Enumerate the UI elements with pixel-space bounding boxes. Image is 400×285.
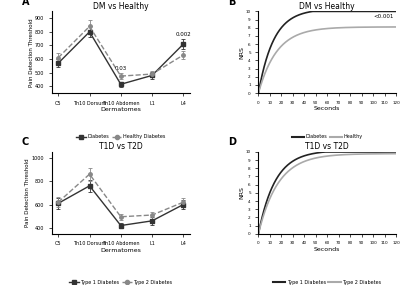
Type 1 Diabetes xyxy=(331,150,336,154)
Title: DM vs Healthy: DM vs Healthy xyxy=(299,2,355,11)
Type 1 Diabetes xyxy=(322,150,327,154)
Text: B: B xyxy=(228,0,236,7)
Type 2 Diabetes xyxy=(390,152,395,155)
Diabetes xyxy=(322,10,326,13)
Healthy xyxy=(330,27,335,30)
Text: <0.001: <0.001 xyxy=(373,14,394,19)
Diabetes xyxy=(390,10,395,13)
Line: Type 2 Diabetes: Type 2 Diabetes xyxy=(258,154,396,234)
Type 1 Diabetes xyxy=(322,150,327,154)
Legend: Diabetes, Healthy Diabetes: Diabetes, Healthy Diabetes xyxy=(74,133,167,141)
Healthy xyxy=(390,25,395,29)
Diabetes xyxy=(394,10,398,13)
Type 1 Diabetes xyxy=(390,150,395,154)
Legend: Diabetes, Healthy: Diabetes, Healthy xyxy=(290,133,364,141)
Healthy xyxy=(394,25,398,29)
Type 2 Diabetes xyxy=(322,155,327,158)
Diabetes xyxy=(331,10,336,13)
Diabetes xyxy=(256,91,261,95)
Type 2 Diabetes xyxy=(256,232,261,235)
Text: A: A xyxy=(22,0,29,7)
Type 1 Diabetes xyxy=(338,150,343,154)
Healthy xyxy=(338,26,343,29)
Type 1 Diabetes xyxy=(321,150,326,154)
Title: T1D vs T2D: T1D vs T2D xyxy=(305,142,349,151)
Text: 0.03: 0.03 xyxy=(115,66,127,71)
Legend: Type 1 Diabetes, Type 2 Diabetes: Type 1 Diabetes, Type 2 Diabetes xyxy=(67,278,174,285)
Healthy xyxy=(369,25,374,29)
X-axis label: Dermatomes: Dermatomes xyxy=(100,107,141,112)
Text: C: C xyxy=(22,137,29,147)
Healthy xyxy=(322,27,327,30)
X-axis label: Seconds: Seconds xyxy=(314,106,340,111)
Type 2 Diabetes xyxy=(338,153,343,156)
Diabetes xyxy=(369,10,374,13)
Type 1 Diabetes xyxy=(394,150,398,154)
Line: Type 1 Diabetes: Type 1 Diabetes xyxy=(258,152,396,234)
Text: 0.002: 0.002 xyxy=(176,32,191,37)
Type 2 Diabetes xyxy=(321,155,326,158)
Healthy xyxy=(321,27,326,30)
Y-axis label: NRS: NRS xyxy=(239,46,244,59)
Diabetes xyxy=(310,10,315,13)
X-axis label: Seconds: Seconds xyxy=(314,247,340,252)
Title: T1D vs T2D: T1D vs T2D xyxy=(99,142,143,151)
Type 2 Diabetes xyxy=(394,152,398,155)
Text: D: D xyxy=(228,137,236,147)
Type 1 Diabetes xyxy=(369,150,374,154)
Line: Healthy: Healthy xyxy=(258,27,396,93)
Y-axis label: Pain Detection Threshold: Pain Detection Threshold xyxy=(28,18,34,87)
Diabetes xyxy=(338,10,343,13)
Type 2 Diabetes xyxy=(330,154,335,157)
Y-axis label: Pain Detection Threshold: Pain Detection Threshold xyxy=(26,158,30,227)
Type 2 Diabetes xyxy=(369,152,374,156)
X-axis label: Dermatomes: Dermatomes xyxy=(100,248,141,253)
Line: Diabetes: Diabetes xyxy=(258,11,396,93)
Legend: Type 1 Diabetes, Type 2 Diabetes: Type 1 Diabetes, Type 2 Diabetes xyxy=(271,278,383,285)
Healthy xyxy=(256,91,261,95)
Diabetes xyxy=(322,10,327,13)
Title: DM vs Healthy: DM vs Healthy xyxy=(93,2,149,11)
Y-axis label: NRS: NRS xyxy=(239,186,244,199)
Type 1 Diabetes xyxy=(256,232,261,235)
